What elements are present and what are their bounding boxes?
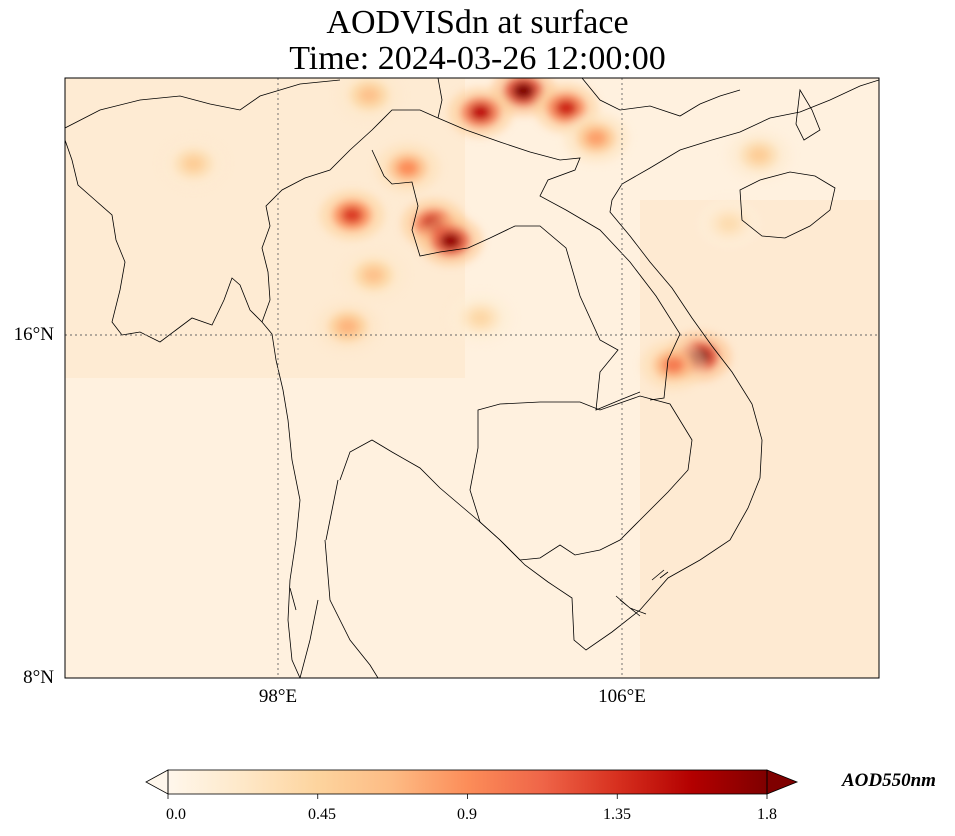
myanmar-coastline — [65, 139, 277, 361]
colorbar-min-extension — [145, 769, 169, 795]
aod-hotspots — [161, 78, 792, 391]
malay-peninsula-east — [289, 479, 339, 678]
aod-hotspot — [336, 318, 359, 335]
lon-label-98: 98°E — [258, 686, 298, 707]
aod-background-east — [640, 200, 879, 678]
aod-hotspot — [469, 103, 492, 121]
colorbar-gradient — [168, 770, 767, 794]
aod-hotspot — [555, 99, 578, 117]
gridlines — [65, 78, 879, 678]
mekong-delta-islands — [615, 569, 669, 617]
colorbar-max-extension — [766, 769, 799, 795]
colorbar-ticks — [167, 794, 768, 799]
lat-label-8: 8°N — [23, 667, 54, 688]
border-myanmar-thailand — [261, 109, 439, 323]
thailand-gulf-coast — [324, 439, 501, 678]
map-frame — [64, 77, 880, 679]
aod-field — [65, 78, 879, 678]
colorbar-tick-label: 1.35 — [603, 806, 631, 823]
coastlines-borders — [65, 78, 879, 678]
lat-label-16: 16°N — [13, 324, 54, 345]
border-china-north — [65, 78, 741, 129]
aod-hotspot — [362, 266, 385, 284]
map-area[interactable] — [64, 66, 880, 679]
hainan-coastline — [739, 171, 836, 239]
aod-hotspot — [718, 215, 740, 233]
aod-hotspot — [341, 206, 363, 224]
aod-hotspot — [182, 155, 205, 173]
colorbar-tick-label: 0.45 — [308, 806, 336, 823]
colorbar-tick-label: 0.0 — [166, 806, 186, 823]
aod-hotspot — [396, 159, 419, 177]
tenasserim-coastline — [275, 359, 301, 678]
lon-label-106: 106°E — [598, 686, 646, 707]
border-thailand-laos — [371, 149, 641, 411]
aod-hotspot — [748, 146, 770, 164]
map-title: AODVISdn at surface — [326, 4, 629, 41]
cambodia-vietnam-coast — [499, 79, 879, 651]
border-cambodia — [469, 395, 693, 561]
aod-hotspot — [439, 232, 462, 250]
aod-hotspot — [512, 82, 535, 100]
colorbar-label: AOD550nm — [842, 770, 936, 791]
leizhou-coastline — [795, 88, 821, 141]
aod-hotspot — [662, 356, 685, 374]
colorbar-tick-label: 1.8 — [757, 806, 777, 823]
map-time-subtitle: Time: 2024-03-26 12:00:00 — [289, 40, 666, 77]
colorbar-tick-label: 0.9 — [457, 806, 477, 823]
aod-hotspot — [358, 86, 380, 104]
aod-hotspot — [585, 129, 608, 147]
colorbar — [145, 769, 799, 799]
border-laos-vietnam — [437, 117, 681, 401]
aod-background-north — [65, 78, 465, 378]
aod-hotspot — [469, 309, 492, 327]
